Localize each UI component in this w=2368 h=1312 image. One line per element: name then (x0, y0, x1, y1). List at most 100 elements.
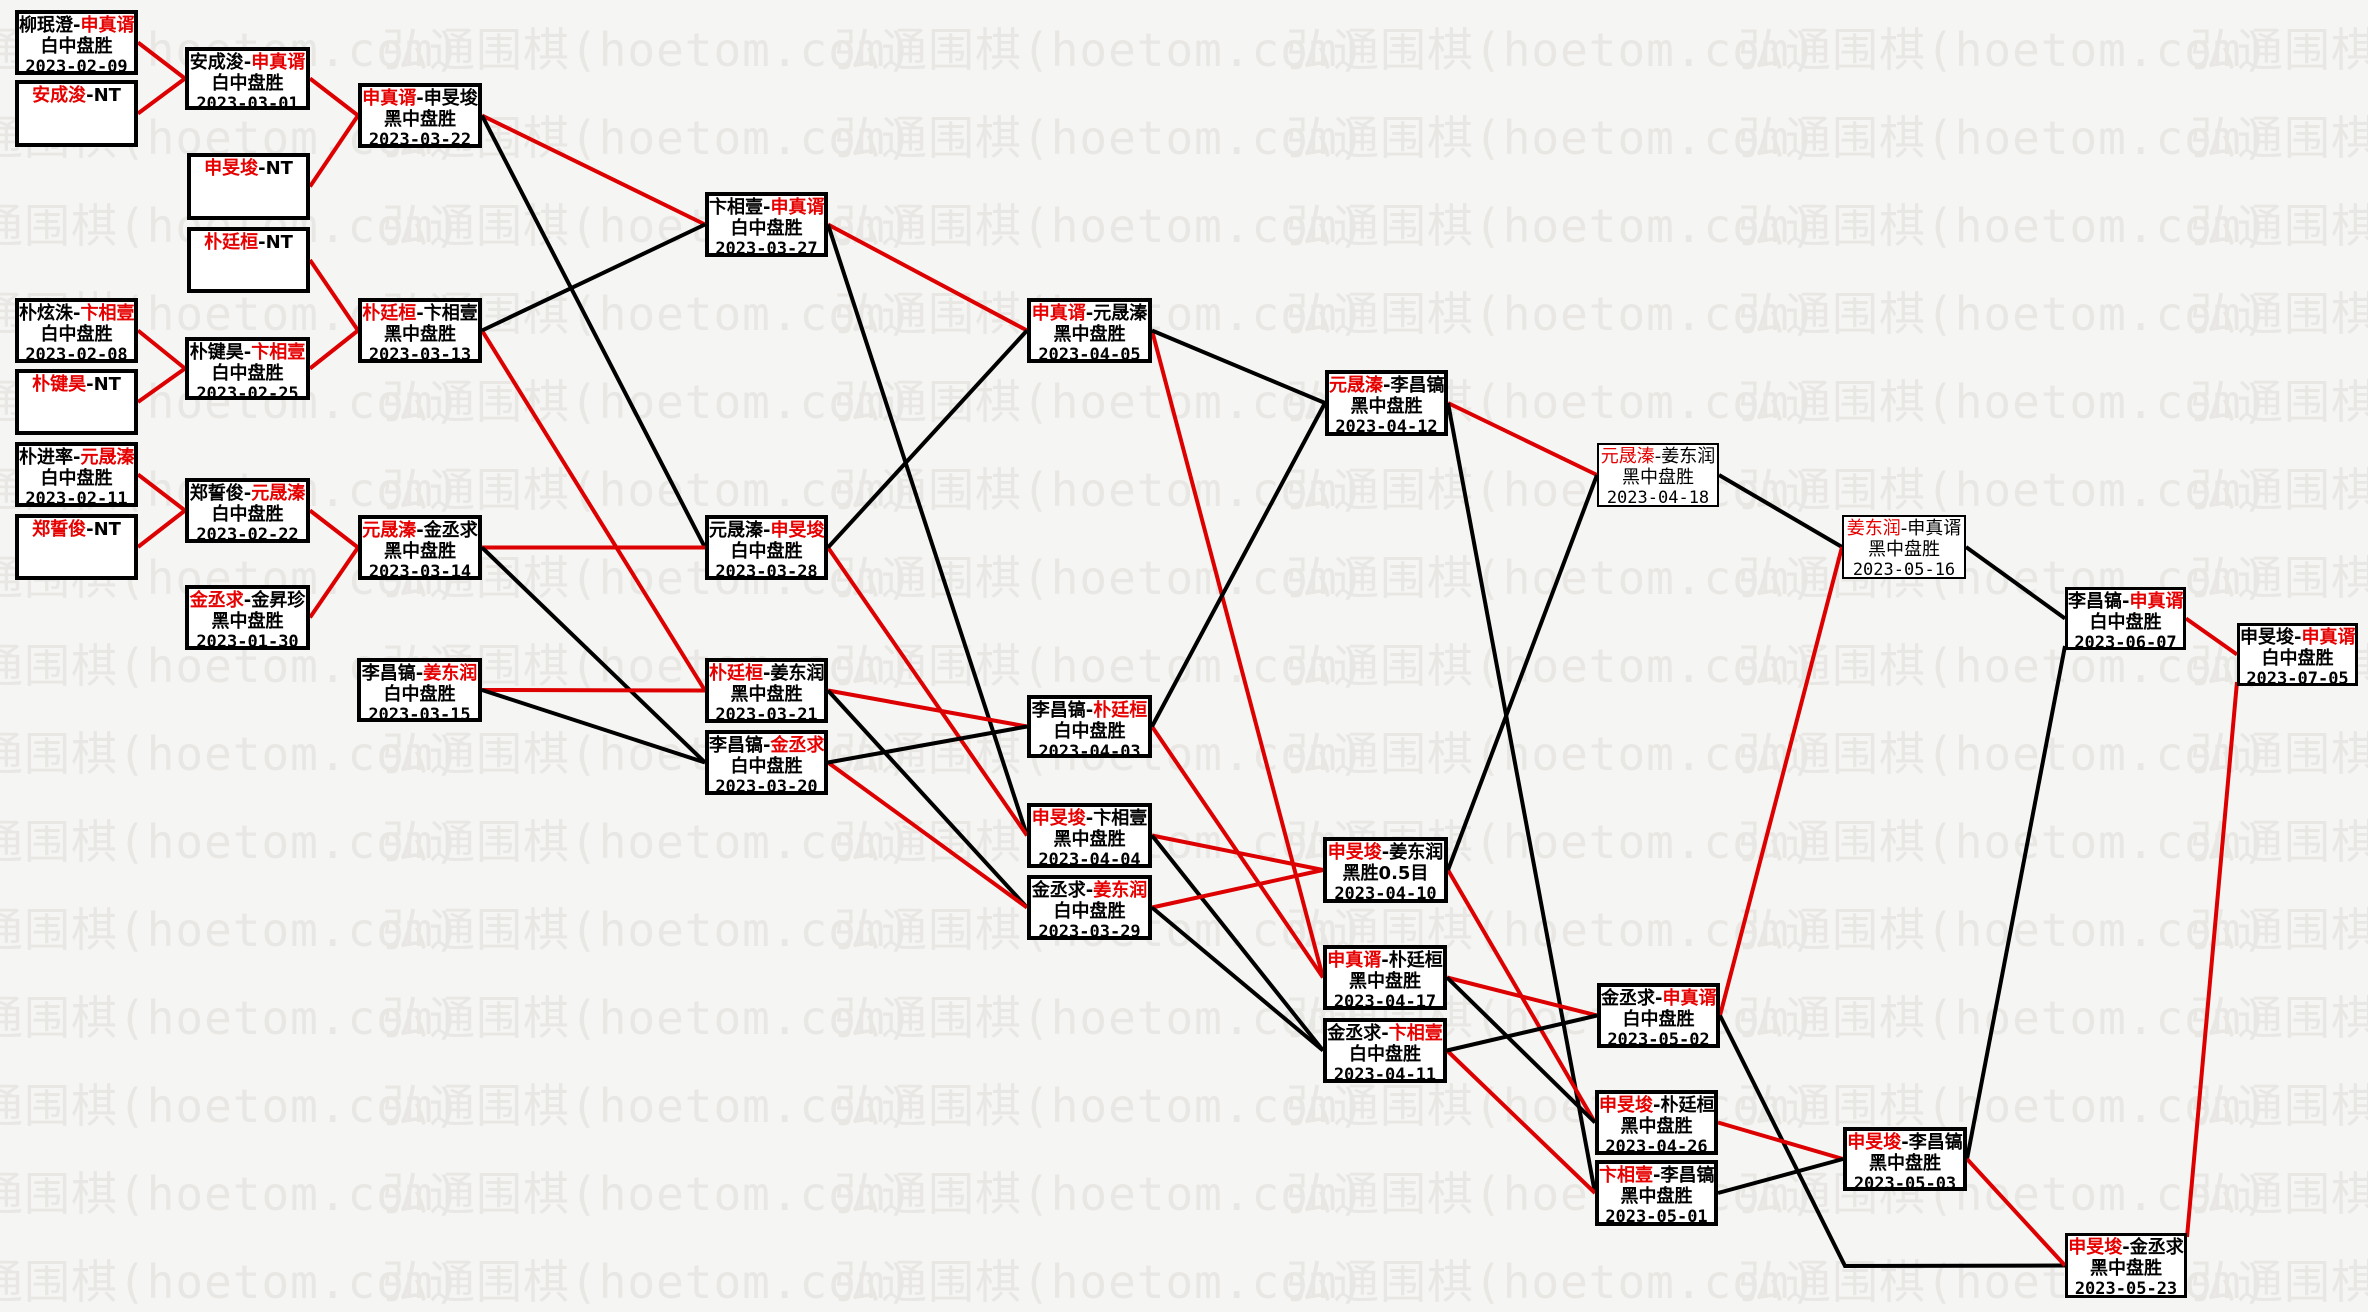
player1-name: 元晟溱 (709, 520, 763, 541)
player1-name: 姜东润 (1846, 518, 1901, 539)
watermark-text: 弘通围棋(hoetom.com) (0, 1079, 463, 1133)
match-box-A3: 朴炫洙-卞相壹 白中盘胜 2023-02-08 (15, 298, 138, 363)
watermark-text: 弘通围棋(hoetom.com) (2190, 903, 2368, 957)
loser-path-line (481, 222, 706, 333)
match-date: 2023-05-23 (2074, 1279, 2178, 1298)
match-box-G3: 申旻埈-朴廷桓 黑中盘胜 2023-04-26 (1595, 1090, 1718, 1155)
player2-name: 申真谞 (251, 52, 306, 73)
player-separator: - (1381, 842, 1390, 863)
winner-path-line (480, 329, 707, 692)
match-box-D4: 李昌镐-金丞求 白中盘胜 2023-03-20 (705, 730, 828, 795)
match-players: 申旻埈-NT (191, 158, 306, 179)
winner-path-line (826, 546, 1029, 837)
match-players: 郑誓俊-元晟溱 (189, 483, 306, 504)
watermark-text: 弘通围棋(hoetom.com) (0, 727, 463, 781)
match-players: 申旻埈-姜东润 (1327, 842, 1444, 863)
match-result: 黑中盘胜 (1622, 467, 1694, 488)
player2-name: 金昇珍 (251, 590, 306, 611)
watermark-text: 弘通围棋(hoetom.com) (834, 111, 1367, 165)
match-date: 2023-06-07 (2074, 633, 2177, 650)
player-separator: - (415, 663, 424, 684)
player-separator: - (763, 197, 771, 218)
player2-name: 申真谞 (2129, 591, 2184, 612)
watermark-text: 弘通围棋(hoetom.com) (382, 815, 915, 869)
watermark-text: 弘通围棋(hoetom.com) (382, 903, 915, 957)
match-date: 2023-02-25 (196, 384, 299, 400)
match-box-F1: 元晟溱-李昌镐 黑中盘胜 2023-04-12 (1325, 370, 1448, 436)
watermark-text: 弘通围棋(hoetom.com) (382, 1255, 915, 1309)
match-box-A5: 朴进率-元晟溱 白中盘胜 2023-02-11 (15, 442, 138, 507)
player2-name: NT (265, 232, 293, 253)
watermark-text: 弘通围棋(hoetom.com) (2190, 199, 2368, 253)
match-result: 黑中盘胜 (211, 611, 284, 632)
watermark-text: 弘通围棋(hoetom.com) (2190, 287, 2368, 341)
player2-name: 姜东润 (423, 663, 478, 684)
match-result: 黑中盘胜 (730, 684, 803, 705)
match-box-B1: 安成浚-申真谞 白中盘胜 2023-03-01 (185, 47, 310, 110)
player2-name: 申真谞 (80, 15, 135, 36)
match-result: 白中盘胜 (211, 73, 284, 94)
player2-name: NT (93, 85, 121, 106)
match-box-E2: 李昌镐-朴廷桓 白中盘胜 2023-04-03 (1027, 695, 1152, 758)
match-players: 李昌镐-申真谞 (2068, 591, 2183, 612)
player-separator: - (243, 342, 252, 363)
match-box-G4: 卞相壹-李昌镐 黑中盘胜 2023-05-01 (1595, 1160, 1718, 1226)
player1-name: 安成浚 (189, 52, 244, 73)
watermark-text: 弘通围棋(hoetom.com) (1286, 111, 1819, 165)
match-result: 白中盘胜 (1053, 721, 1126, 742)
player2-name: 姜东润 (1093, 880, 1148, 901)
player1-name: 李昌镐 (1031, 700, 1086, 721)
watermark-text: 弘通围棋(hoetom.com) (1738, 287, 2271, 341)
match-box-K1: 申旻埈-金丞求 黑中盘胜 2023-05-23 (2065, 1233, 2187, 1298)
winner-path-line (1717, 1120, 1844, 1161)
player1-name: 申旻埈 (1327, 842, 1382, 863)
watermark-text: 弘通围棋(hoetom.com) (2190, 375, 2368, 429)
match-date: 2023-02-22 (196, 525, 299, 543)
player2-name: 金丞求 (2129, 1237, 2184, 1258)
winner-path-line (1151, 833, 1324, 872)
player1-name: 李昌镐 (361, 663, 416, 684)
watermark-text: 弘通围棋(hoetom.com) (834, 1079, 1367, 1133)
winner-path-line (1445, 1049, 1597, 1195)
loser-path-line (1150, 905, 1325, 1053)
player2-name: 卞相壹 (423, 303, 478, 324)
match-result: 白中盘胜 (730, 218, 803, 239)
match-date: 2023-04-03 (1038, 742, 1141, 758)
player2-name: 姜东润 (770, 663, 825, 684)
player2-name: 申旻埈 (770, 520, 825, 541)
loser-path-line (1150, 834, 1325, 1052)
match-players: 元晟溱-姜东润 (1599, 446, 1717, 467)
match-result: 白中盘胜 (40, 468, 113, 489)
match-date: 2023-03-14 (368, 562, 472, 580)
player2-name: 朴廷桓 (1093, 700, 1148, 721)
player-separator: - (1900, 518, 1908, 539)
match-players: 柳珉澄-申真谞 (19, 15, 134, 36)
player1-name: 朴廷桓 (709, 663, 763, 684)
winner-path-line (136, 76, 187, 116)
watermark-text: 弘通围棋(hoetom.com) (1738, 1079, 2271, 1133)
loser-path-line (1717, 1157, 1844, 1195)
match-box-D1: 卞相壹-申真谞 白中盘胜 2023-03-27 (705, 192, 828, 257)
winner-path-line (1965, 1157, 2067, 1267)
player2-name: 朴廷桓 (1660, 1095, 1715, 1116)
player-separator: - (1085, 303, 1094, 324)
winner-path-line (1446, 975, 1598, 1018)
player1-name: 申旻埈 (2068, 1237, 2123, 1258)
watermark-text: 弘通围棋(hoetom.com) (1286, 287, 1819, 341)
watermark-text: 弘通围棋(hoetom.com) (1738, 463, 2271, 517)
player1-name: 柳珉澄 (19, 15, 73, 36)
match-players: 姜东润-申真谞 (1844, 518, 1964, 539)
player2-name: 金丞求 (770, 735, 825, 756)
player2-name: 李昌镐 (1660, 1165, 1715, 1186)
match-box-B3: 郑誓俊-元晟溱 白中盘胜 2023-02-22 (185, 478, 310, 543)
player-separator: - (763, 663, 771, 684)
player-separator: - (1901, 1132, 1909, 1153)
winner-path-line (2184, 616, 2239, 657)
match-result: 白中盘胜 (40, 324, 113, 345)
player1-name: 金丞求 (1031, 880, 1086, 901)
player-separator: - (1383, 375, 1391, 396)
watermark-text: 弘通围棋(hoetom.com) (0, 903, 463, 957)
